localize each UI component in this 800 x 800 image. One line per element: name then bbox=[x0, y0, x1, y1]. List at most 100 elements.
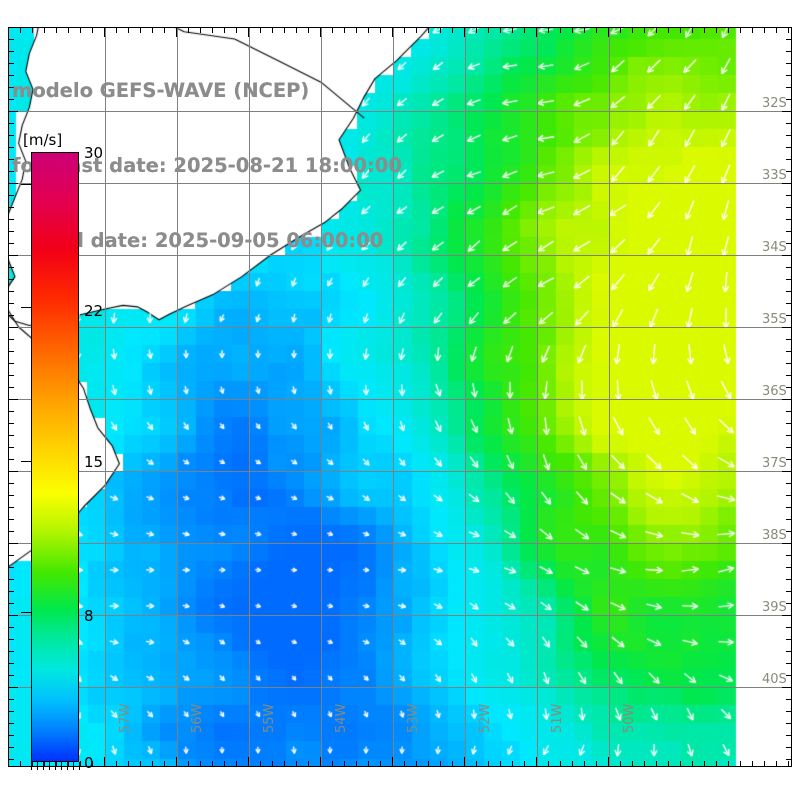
axis-tick bbox=[32, 761, 33, 767]
axis-tick bbox=[356, 761, 357, 767]
axis-tick bbox=[656, 27, 657, 33]
axis-tick bbox=[8, 723, 14, 724]
axis-tick bbox=[786, 531, 792, 532]
axis-tick bbox=[8, 555, 14, 556]
axis-tick bbox=[8, 231, 14, 232]
axis-tick bbox=[786, 435, 792, 436]
longitude-label-53W: 53W bbox=[406, 703, 421, 733]
axis-tick bbox=[786, 747, 792, 748]
colorbar-label-15: 15 bbox=[84, 453, 104, 471]
axis-tick bbox=[8, 495, 14, 496]
axis-tick bbox=[786, 27, 792, 28]
axis-tick bbox=[572, 761, 573, 767]
axis-tick bbox=[92, 27, 93, 33]
axis-tick bbox=[8, 567, 14, 568]
axis-tick bbox=[764, 27, 765, 33]
axis-tick bbox=[782, 399, 792, 400]
axis-tick bbox=[236, 761, 237, 767]
graticule-lon-55W bbox=[249, 27, 250, 767]
axis-tick bbox=[8, 735, 14, 736]
graticule-lon-51W bbox=[537, 27, 538, 767]
axis-tick bbox=[752, 27, 753, 33]
axis-tick bbox=[20, 27, 21, 33]
axis-tick bbox=[786, 231, 792, 232]
longitude-label-51W: 51W bbox=[550, 703, 565, 733]
graticule-lat-40S bbox=[8, 687, 792, 688]
axis-tick bbox=[716, 27, 717, 33]
axis-tick bbox=[8, 255, 18, 256]
axis-tick bbox=[786, 699, 792, 700]
axis-tick bbox=[680, 761, 681, 767]
colorbar-label-22: 22 bbox=[84, 302, 104, 320]
axis-tick bbox=[786, 639, 792, 640]
axis-tick bbox=[786, 207, 792, 208]
axis-tick bbox=[786, 519, 792, 520]
axis-tick bbox=[8, 63, 14, 64]
axis-tick bbox=[644, 761, 645, 767]
axis-tick bbox=[8, 483, 14, 484]
axis-tick bbox=[786, 147, 792, 148]
axis-tick bbox=[668, 27, 669, 33]
axis-tick bbox=[752, 761, 753, 767]
axis-tick bbox=[8, 219, 14, 220]
axis-tick bbox=[8, 159, 14, 160]
axis-tick bbox=[8, 291, 14, 292]
axis-tick bbox=[786, 579, 792, 580]
axis-tick bbox=[572, 27, 573, 33]
axis-tick bbox=[8, 699, 14, 700]
axis-tick bbox=[786, 483, 792, 484]
axis-tick bbox=[8, 39, 14, 40]
axis-tick bbox=[68, 27, 69, 33]
latitude-label-35S: 35S bbox=[762, 312, 787, 327]
axis-tick bbox=[152, 27, 153, 33]
axis-tick bbox=[464, 27, 465, 37]
axis-tick bbox=[786, 651, 792, 652]
axis-tick bbox=[560, 761, 561, 767]
axis-tick bbox=[8, 651, 14, 652]
axis-tick bbox=[786, 663, 792, 664]
axis-tick bbox=[786, 219, 792, 220]
colorbar-bottom-ticks bbox=[31, 762, 80, 770]
axis-tick bbox=[284, 761, 285, 767]
axis-tick bbox=[500, 761, 501, 767]
axis-tick bbox=[8, 519, 14, 520]
axis-tick bbox=[212, 761, 213, 767]
axis-tick bbox=[260, 27, 261, 33]
axis-tick bbox=[80, 27, 81, 33]
axis-tick bbox=[786, 603, 792, 604]
axis-tick bbox=[8, 27, 9, 33]
axis-tick bbox=[8, 423, 14, 424]
graticule-lat-39S bbox=[8, 615, 792, 616]
colorbar-bottom-tick bbox=[61, 762, 62, 770]
axis-tick bbox=[296, 761, 297, 767]
axis-tick bbox=[104, 757, 105, 767]
axis-tick bbox=[224, 761, 225, 767]
axis-tick bbox=[56, 761, 57, 767]
axis-tick bbox=[440, 27, 441, 33]
axis-tick bbox=[8, 363, 14, 364]
longitude-label-50W: 50W bbox=[622, 703, 637, 733]
axis-tick bbox=[536, 27, 537, 37]
axis-tick bbox=[176, 757, 177, 767]
axis-tick bbox=[8, 327, 18, 328]
axis-tick bbox=[68, 761, 69, 767]
axis-tick bbox=[716, 761, 717, 767]
axis-tick bbox=[8, 591, 14, 592]
axis-tick bbox=[8, 435, 14, 436]
graticule-lon-53W bbox=[393, 27, 394, 767]
graticule-lon-54W bbox=[321, 27, 322, 767]
axis-tick bbox=[782, 543, 792, 544]
latitude-label-39S: 39S bbox=[762, 600, 787, 615]
axis-tick bbox=[786, 723, 792, 724]
axis-tick bbox=[786, 63, 792, 64]
axis-tick bbox=[8, 75, 14, 76]
axis-tick bbox=[786, 567, 792, 568]
axis-tick bbox=[488, 27, 489, 33]
axis-tick bbox=[8, 279, 14, 280]
axis-tick bbox=[740, 761, 741, 767]
axis-tick bbox=[8, 747, 14, 748]
axis-tick bbox=[188, 27, 189, 33]
colorbar-tick bbox=[21, 612, 31, 613]
graticule-lon-56W bbox=[177, 27, 178, 767]
